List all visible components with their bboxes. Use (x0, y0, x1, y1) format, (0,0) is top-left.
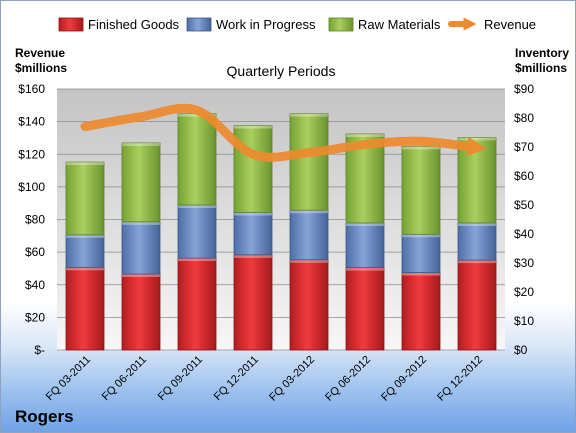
right-tick-label: $10 (514, 314, 534, 328)
x-tick-label: FQ 06-2012 (323, 354, 373, 404)
legend-label-raw-materials: Raw Materials (358, 17, 441, 32)
bar-stacks (65, 113, 497, 351)
x-tick-label: FQ 03-2011 (44, 354, 93, 403)
bar-segment-finished-goods (233, 254, 273, 351)
right-tick-label: $0 (514, 343, 528, 357)
bar-segment-raw-materials (177, 113, 217, 206)
right-tick-label: $30 (514, 256, 534, 270)
revenue-line (80, 103, 487, 162)
bar-segment-highlight (290, 113, 328, 117)
left-tick-label: $160 (18, 82, 45, 96)
left-tick-label: $100 (18, 180, 45, 194)
bar-segment-work-in-progress (457, 222, 497, 261)
left-tick-label: $80 (25, 213, 45, 227)
bar-segment-highlight (178, 258, 216, 262)
x-tick-label: FQ 09-2011 (156, 354, 205, 403)
bar-segment-highlight (402, 146, 440, 150)
bar-segment-work-in-progress (177, 204, 217, 259)
bar-segment-highlight (234, 212, 272, 216)
bar-segment-highlight (122, 142, 160, 146)
bar-segment-highlight (458, 222, 496, 226)
bar-segment-raw-materials (65, 161, 105, 236)
company-name: Rogers (15, 407, 74, 426)
right-axis-ticks: $0 $10 $20 $30 $40 $50 $60 $70 $80 $90 (514, 82, 534, 357)
right-axis-title-line-2: $millions (515, 61, 567, 75)
right-tick-label: $90 (514, 82, 534, 96)
x-tick-label: FQ 06-2011 (100, 354, 149, 403)
right-tick-label: $40 (514, 227, 534, 241)
bar-segment-raw-materials (233, 125, 273, 213)
bar-segment-work-in-progress (65, 234, 105, 268)
bar-segment-work-in-progress (233, 212, 273, 256)
bar-segment-work-in-progress (345, 222, 385, 269)
right-tick-label: $20 (514, 285, 534, 299)
right-tick-label: $80 (514, 111, 534, 125)
legend-label-work-in-progress: Work in Progress (216, 17, 316, 32)
bar-segment-highlight (290, 210, 328, 214)
bar-segment-highlight (122, 221, 160, 225)
x-tick-label: FQ 12-2011 (212, 354, 261, 403)
bar-segment-highlight (290, 259, 328, 263)
bar-segment-work-in-progress (121, 221, 161, 275)
bar-segment-highlight (346, 267, 384, 271)
bar-segment-highlight (346, 222, 384, 226)
right-tick-label: $60 (514, 169, 534, 183)
bar-segment-raw-materials (121, 142, 161, 223)
bar-segment-highlight (66, 234, 104, 238)
x-tick-label: FQ 12-2012 (435, 354, 485, 404)
legend-label-finished-goods: Finished Goods (88, 17, 180, 32)
bar-segment-highlight (178, 205, 216, 208)
left-tick-label: $120 (18, 147, 45, 161)
bar-segment-highlight (346, 133, 384, 137)
left-axis-title-line-1: Revenue (15, 46, 65, 60)
bar-segment-finished-goods (65, 266, 105, 351)
left-tick-label: $- (34, 343, 45, 357)
legend-swatch-raw-materials (328, 17, 354, 32)
bar-segment-finished-goods (177, 257, 217, 351)
bar-segment-highlight (66, 162, 104, 166)
bar-segment-finished-goods (289, 259, 329, 351)
left-axis-title-line-2: $millions (15, 61, 67, 75)
revenue-line-group (80, 103, 487, 162)
bar-segment-highlight (402, 234, 440, 238)
bar-segment-finished-goods (345, 267, 385, 351)
bar-segment-highlight (402, 272, 440, 276)
left-tick-label: $60 (25, 245, 45, 259)
bar-segment-highlight (234, 125, 272, 129)
left-tick-label: $140 (18, 115, 45, 129)
bar-segment-finished-goods (457, 259, 497, 351)
bar-segment-work-in-progress (289, 209, 329, 261)
right-tick-label: $70 (514, 140, 534, 154)
x-tick-label: FQ 09-2012 (379, 354, 429, 404)
left-axis-ticks: $- $20 $40 $60 $80 $100 $120 $140 $160 (18, 82, 45, 357)
bar-segment-raw-materials (401, 146, 441, 235)
bar-segment-work-in-progress (401, 233, 441, 273)
right-axis-title-line-1: Inventory (515, 46, 569, 60)
bar-segment-highlight (122, 274, 160, 278)
legend-label-revenue: Revenue (484, 17, 536, 32)
bar-segment-highlight (458, 137, 496, 141)
x-tick-label: FQ 03-2012 (267, 354, 317, 404)
left-tick-label: $20 (25, 310, 45, 324)
bar-segment-highlight (458, 260, 496, 264)
legend-swatch-finished-goods (58, 17, 84, 32)
bar-segment-finished-goods (121, 273, 161, 351)
bar-segment-highlight (66, 267, 104, 271)
chart-title: Quarterly Periods (227, 63, 336, 79)
bar-segment-highlight (178, 113, 216, 117)
legend-swatch-work-in-progress (186, 17, 212, 32)
bar-segment-highlight (234, 254, 272, 258)
x-axis-ticks: FQ 03-2011 FQ 06-2011 FQ 09-2011 FQ 12-2011… (44, 354, 485, 404)
bar-segment-finished-goods (401, 272, 441, 351)
bar-segment-raw-materials (289, 113, 329, 211)
legend: Finished Goods Work in Progress Raw Mate… (58, 17, 536, 32)
left-tick-label: $40 (25, 278, 45, 292)
right-tick-label: $50 (514, 198, 534, 212)
